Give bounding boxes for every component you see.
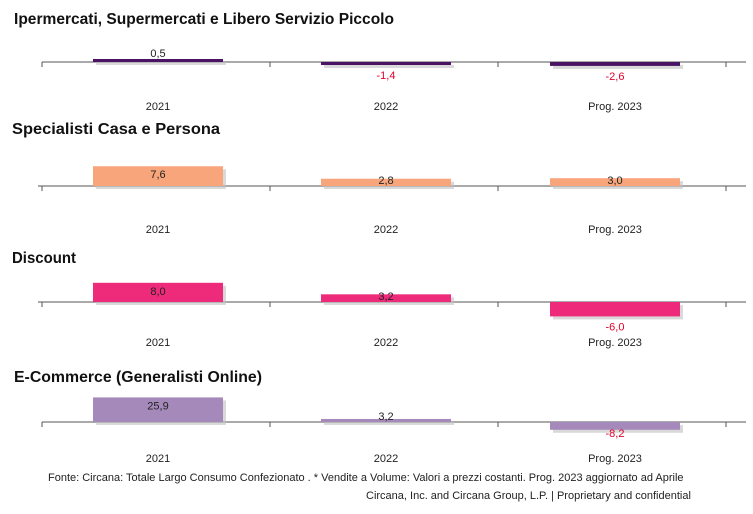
data-label: -8,2 [606, 428, 625, 440]
source-note: Fonte: Circana: Totale Largo Consumo Con… [48, 472, 684, 484]
category-label: Prog. 2023 [588, 101, 642, 113]
bar [550, 302, 680, 317]
bar [321, 418, 451, 422]
chart-title: Specialisti Casa e Persona [12, 121, 220, 138]
bar [93, 397, 223, 422]
data-label: 3,2 [378, 411, 393, 423]
category-label: 2021 [146, 224, 170, 236]
bar [93, 282, 223, 302]
data-label: 3,2 [378, 291, 393, 303]
category-label: 2022 [374, 101, 398, 113]
data-label: -1,4 [377, 70, 396, 82]
chart-title: Ipermercati, Supermercati e Libero Servi… [14, 11, 394, 28]
bar [93, 59, 223, 62]
data-label: 25,9 [147, 400, 168, 412]
category-label: 2021 [146, 337, 170, 349]
data-label: -6,0 [606, 321, 625, 333]
data-label: 0,5 [150, 48, 165, 60]
category-label: Prog. 2023 [588, 337, 642, 349]
data-label: 8,0 [150, 286, 165, 298]
category-label: 2021 [146, 453, 170, 465]
bar [550, 62, 680, 66]
category-label: 2022 [374, 224, 398, 236]
bar [550, 178, 680, 186]
bar-shadow [96, 62, 226, 65]
bar [321, 178, 451, 186]
category-label: 2022 [374, 453, 398, 465]
bar-shadow [324, 65, 454, 68]
bar [93, 166, 223, 186]
category-label: 2022 [374, 337, 398, 349]
copyright-note: Circana, Inc. and Circana Group, L.P. | … [366, 490, 691, 502]
chart-title: Discount [12, 250, 77, 267]
bar [550, 422, 680, 430]
data-label: -2,6 [606, 71, 625, 83]
data-label: 7,6 [150, 169, 165, 181]
category-label: Prog. 2023 [588, 224, 642, 236]
bar [321, 62, 451, 65]
bar [321, 294, 451, 302]
chart-title: E-Commerce (Generalisti Online) [14, 369, 262, 386]
data-label: 3,0 [607, 175, 622, 187]
bar-shadow [553, 65, 683, 69]
category-label: 2021 [146, 101, 170, 113]
data-label: 2,8 [378, 175, 393, 187]
bar-shadow [324, 421, 454, 425]
category-label: Prog. 2023 [588, 453, 642, 465]
